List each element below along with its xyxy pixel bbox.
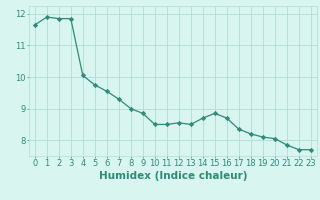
X-axis label: Humidex (Indice chaleur): Humidex (Indice chaleur) — [99, 171, 247, 181]
